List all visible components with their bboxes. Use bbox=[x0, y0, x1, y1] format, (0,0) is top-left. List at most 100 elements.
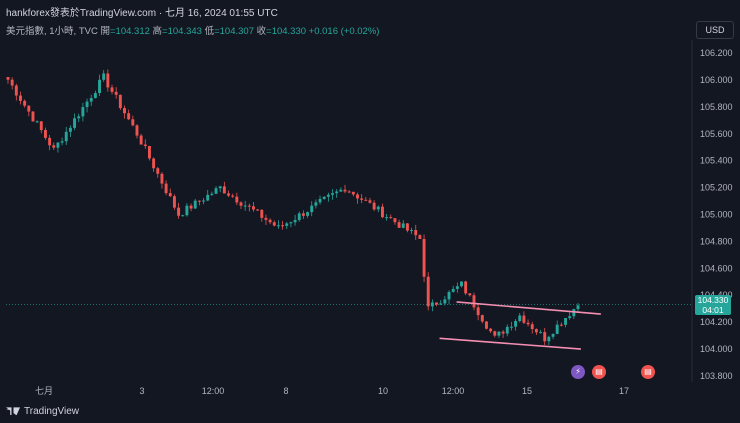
candle-body bbox=[555, 324, 559, 334]
candle-body bbox=[347, 191, 351, 193]
candle-body bbox=[227, 193, 230, 196]
currency-button[interactable]: USD bbox=[696, 21, 734, 39]
candle-body bbox=[281, 225, 285, 227]
candle-body bbox=[335, 191, 339, 194]
candle-body bbox=[52, 145, 56, 148]
candle-body bbox=[480, 315, 484, 322]
candle-body bbox=[114, 91, 118, 95]
open-label: 開 bbox=[100, 26, 110, 37]
candle-body bbox=[551, 333, 555, 337]
candle-body bbox=[264, 217, 268, 220]
tradingview-label: TradingView bbox=[24, 406, 80, 417]
candle-body bbox=[243, 205, 247, 207]
y-tick-label: 104.600 bbox=[700, 263, 733, 273]
candle-body bbox=[410, 230, 414, 232]
candle-body bbox=[210, 193, 214, 195]
candle-body bbox=[164, 183, 168, 194]
candle-body bbox=[351, 191, 355, 195]
candle-body bbox=[439, 303, 443, 305]
candle-body bbox=[485, 321, 488, 329]
x-tick-label: 3 bbox=[139, 386, 144, 396]
candle-body bbox=[222, 186, 226, 194]
publish-info: hankforex發表於TradingView.com · 七月 16, 202… bbox=[6, 8, 278, 19]
candle-body bbox=[526, 322, 530, 325]
candle-body bbox=[501, 331, 505, 334]
candle-body bbox=[102, 73, 106, 80]
candle-body bbox=[268, 219, 272, 223]
candle-body bbox=[118, 94, 122, 109]
candle-body bbox=[27, 105, 31, 112]
candle-body bbox=[543, 332, 547, 342]
candle-body bbox=[168, 193, 172, 197]
candle-body bbox=[472, 295, 476, 308]
candle-body bbox=[318, 198, 322, 203]
candle-body bbox=[197, 200, 201, 202]
candle-body bbox=[139, 135, 143, 145]
candle-body bbox=[256, 209, 260, 211]
candle-body bbox=[56, 142, 60, 148]
candle-body bbox=[148, 146, 151, 159]
candle-body bbox=[530, 324, 534, 330]
candle-body bbox=[468, 293, 472, 296]
x-tick-label: 12:00 bbox=[202, 386, 225, 396]
candle-body bbox=[23, 100, 27, 106]
candle-body bbox=[443, 299, 447, 304]
candle-body bbox=[343, 189, 347, 192]
candle-body bbox=[60, 141, 64, 143]
candle-body bbox=[568, 316, 572, 319]
candle-body bbox=[135, 125, 139, 136]
candle-body bbox=[572, 309, 576, 317]
x-tick-label: 七月 bbox=[35, 386, 53, 396]
candle-body bbox=[339, 189, 343, 192]
candle-body bbox=[576, 305, 580, 310]
y-tick-label: 105.000 bbox=[700, 210, 733, 220]
candle-body bbox=[322, 196, 326, 199]
candle-body bbox=[514, 321, 518, 327]
candle-body bbox=[564, 318, 567, 325]
candle-body bbox=[518, 315, 522, 322]
candle-body bbox=[451, 288, 455, 292]
candle-body bbox=[68, 127, 72, 132]
symbol-name[interactable]: 美元指數, 1小時, TVC bbox=[6, 26, 98, 37]
candle-body bbox=[85, 101, 89, 108]
candle-body bbox=[93, 93, 97, 99]
y-tick-label: 104.000 bbox=[700, 344, 733, 354]
high-value: =104.343 bbox=[162, 26, 202, 37]
candle-body bbox=[152, 158, 156, 169]
candle-body bbox=[476, 307, 480, 316]
candle-body bbox=[331, 193, 334, 195]
candle-body bbox=[172, 196, 176, 208]
candle-body bbox=[559, 324, 563, 326]
y-tick-label: 104.800 bbox=[700, 236, 733, 246]
candle-body bbox=[509, 326, 513, 328]
x-tick-label: 12:00 bbox=[442, 386, 465, 396]
candle-body bbox=[193, 200, 197, 209]
symbol-legend: 美元指數, 1小時, TVC 開=104.312 高=104.343 低=104… bbox=[6, 23, 379, 37]
y-tick-label: 105.800 bbox=[700, 102, 733, 112]
candle-body bbox=[385, 217, 389, 219]
candle-body bbox=[64, 131, 68, 142]
candle-body bbox=[364, 199, 368, 201]
candle-body bbox=[493, 331, 497, 336]
candle-body bbox=[14, 85, 18, 96]
candle-body bbox=[239, 202, 243, 206]
candle-body bbox=[10, 79, 14, 86]
us-flag-icon[interactable]: ▤ bbox=[641, 365, 655, 379]
candle-body bbox=[214, 188, 218, 194]
high-label: 高 bbox=[152, 26, 163, 37]
tradingview-logo[interactable]: TradingView bbox=[6, 406, 79, 417]
us-flag-icon[interactable]: ▤ bbox=[592, 365, 606, 379]
candle-body bbox=[123, 108, 126, 114]
lightning-icon[interactable]: ⚡ bbox=[571, 365, 585, 379]
candle-body bbox=[206, 194, 210, 201]
x-tick-label: 10 bbox=[378, 386, 388, 396]
candle-body bbox=[131, 119, 135, 126]
candle-body bbox=[272, 222, 276, 226]
last-price-label: 104.330 04:01 bbox=[695, 295, 731, 315]
candle-body bbox=[297, 213, 301, 221]
x-tick-label: 17 bbox=[619, 386, 629, 396]
candle-body bbox=[376, 206, 380, 210]
candle-body bbox=[289, 222, 293, 224]
candle-body bbox=[235, 196, 239, 203]
